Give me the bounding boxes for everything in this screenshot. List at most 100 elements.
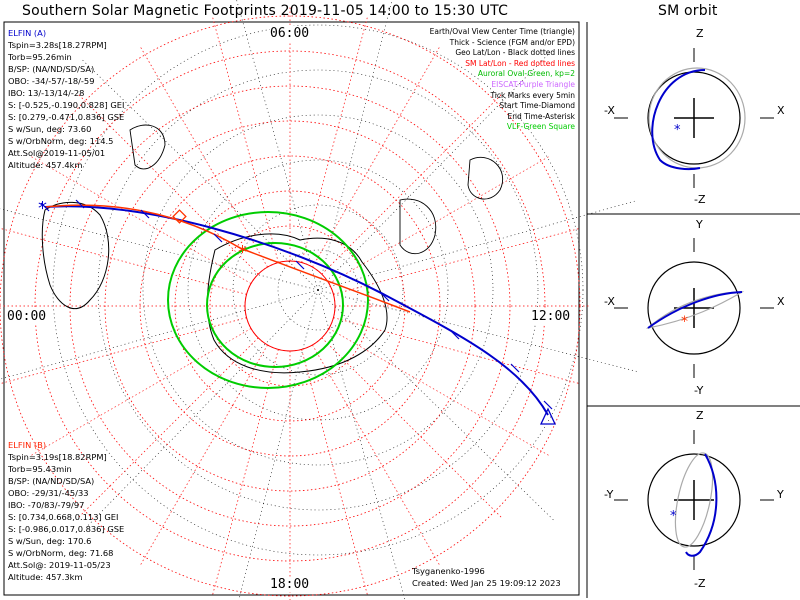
sm-lon-line <box>321 93 503 275</box>
sm-lon-line <box>328 328 550 457</box>
legend: Earth/Oval View Center Time (triangle) T… <box>430 27 575 133</box>
panel2-bottom-label: -Y <box>694 384 704 397</box>
geo-lon-line <box>317 289 406 600</box>
time-label-bottom: 18:00 <box>270 577 310 592</box>
elfin-a-tick <box>40 202 50 212</box>
elfin-a-info: ELFIN (A) Tspin=3.28s[18.27RPM] Torb=95.… <box>8 27 124 171</box>
model-credit: Tsyganenko-1996 <box>412 566 485 576</box>
elfin-b-name: ELFIN (B) <box>8 440 47 450</box>
legend-item-center-time: Earth/Oval View Center Time (triangle) <box>429 27 575 36</box>
elfin-b-line: S: [0.734,0.668,0.113] GEI <box>8 512 119 522</box>
island-outline <box>129 124 166 170</box>
elfin-a-tick <box>543 400 553 410</box>
sm-lon-line <box>77 337 259 519</box>
panel1-left-label: -X <box>604 104 615 117</box>
legend-item-auroral-oval: Auroral Oval-Green, kp=2 <box>477 69 575 79</box>
orbit-b-path <box>674 452 714 548</box>
elfin-a-tick <box>510 363 520 373</box>
figure-title: Southern Solar Magnetic Footprints 2019-… <box>22 3 509 19</box>
geo-lon-line <box>317 200 636 291</box>
panel2-right-label: X <box>777 295 785 308</box>
geo-lon-line <box>236 0 319 291</box>
sm-lon-line <box>312 46 441 268</box>
time-label-left: 00:00 <box>7 309 47 324</box>
elfin-b-info: ELFIN (B) Tspin=3.19s[18.82RPM] Torb=95.… <box>8 439 124 583</box>
elfin-a-line: S: [-0.525,-0.190,0.828] GEI <box>8 100 125 110</box>
sm-lon-line <box>328 155 550 284</box>
orbit-a-path <box>651 69 706 170</box>
panel1-bottom-label: -Z <box>694 193 706 206</box>
orbit-a-marker: * <box>670 509 677 524</box>
panel2-left-label: -X <box>604 295 615 308</box>
elfin-a-tick <box>295 260 305 270</box>
geo-lon-line <box>0 289 319 380</box>
legend-item-vlf: VLF-Green Square <box>506 122 575 132</box>
elfin-b-line: IBO: -70/83/-79/97 <box>8 500 85 510</box>
legend-item-science: Thick - Science (FGM and/or EPD) <box>449 37 575 47</box>
sm-lon-line <box>212 349 279 596</box>
sm-lon-line <box>0 317 247 384</box>
elfin-a-line: Altitude: 457.4km <box>8 160 83 170</box>
sm-lon-line <box>30 155 252 284</box>
geo-lon-line <box>238 289 319 600</box>
view-center-triangle <box>539 407 557 425</box>
sm-lon-line <box>321 337 503 519</box>
sm-lon-line <box>333 317 580 384</box>
elfin-a-tick <box>213 233 223 243</box>
map-frame <box>3 21 580 596</box>
sm-lon-line <box>212 16 279 263</box>
geo-lon-line <box>87 289 319 527</box>
legend-item-end-time: End Time-Asterisk <box>507 111 575 121</box>
earth-circle <box>647 261 741 355</box>
geo-lon-line <box>0 208 319 291</box>
time-label-top: 06:00 <box>270 26 310 41</box>
geo-lat-circle <box>187 159 449 421</box>
elfin-a-line: OBO: -34/-57/-18/-59 <box>8 76 95 86</box>
panel2-top-label: Y <box>696 218 703 231</box>
panel1-right-label: X <box>777 104 785 117</box>
geo-lon-line <box>317 289 555 521</box>
sm-lon-line <box>301 16 368 263</box>
auroral-oval-outer <box>167 211 369 389</box>
elfin-b-start-diamond <box>172 209 187 224</box>
orbit-title: SM orbit <box>658 3 718 19</box>
geo-lon-line <box>317 0 393 291</box>
geo-lat-circle <box>277 249 359 331</box>
elfin-a-track <box>44 205 549 416</box>
south-america-outline <box>399 198 437 255</box>
sm-lon-line <box>139 344 268 566</box>
geo-lat-circle <box>232 204 404 376</box>
orbit-b-marker: * <box>681 314 688 330</box>
panel3-left-label: -Y <box>604 488 614 501</box>
earth-circle <box>647 453 741 547</box>
elfin-a-tick <box>140 209 150 219</box>
elfin-b-line: Torb=95.43min <box>8 464 72 474</box>
elfin-b-end-asterisk: * <box>238 242 247 263</box>
elfin-a-line: Tspin=3.28s[18.27RPM] <box>8 40 107 50</box>
sm-pole-circle <box>244 260 336 352</box>
elfin-a-tick <box>75 199 85 209</box>
auroral-oval-inner <box>206 242 344 368</box>
elfin-b-line: Tspin=3.19s[18.82RPM] <box>8 452 107 462</box>
sm-lon-line <box>0 228 247 295</box>
elfin-a-line: Torb=95.26min <box>8 52 72 62</box>
elfin-a-line: B/SP: (NA/ND/SD/SA) <box>8 64 95 74</box>
elfin-b-line: S w/Sun, deg: 170.6 <box>8 536 92 546</box>
elfin-b-line: S: [-0.986,0.017,0.836] GSE <box>8 524 125 534</box>
elfin-a-end-asterisk: * <box>38 198 47 219</box>
geo-lon-line <box>317 289 638 372</box>
sm-lon-line <box>30 328 252 457</box>
elfin-b-line: Altitude: 457.3km <box>8 572 83 582</box>
elfin-b-line: B/SP: (NA/ND/SD/SA) <box>8 476 95 486</box>
panel3-bottom-label: -Z <box>694 577 706 590</box>
elfin-a-line: S: [0.279,-0.471,0.836] GSE <box>8 112 125 122</box>
sm-lon-line <box>139 46 268 268</box>
elfin-b-track <box>44 204 411 313</box>
panel3-right-label: Y <box>777 488 784 501</box>
sm-lon-line <box>301 349 368 596</box>
legend-item-eiscat: EISCAT-Purple Triangle <box>491 79 575 89</box>
panel3-top-label: Z <box>696 409 704 422</box>
elfin-a-name: ELFIN (A) <box>8 28 47 38</box>
elfin-a-line: IBO: 13/-13/14/-28 <box>8 88 85 98</box>
